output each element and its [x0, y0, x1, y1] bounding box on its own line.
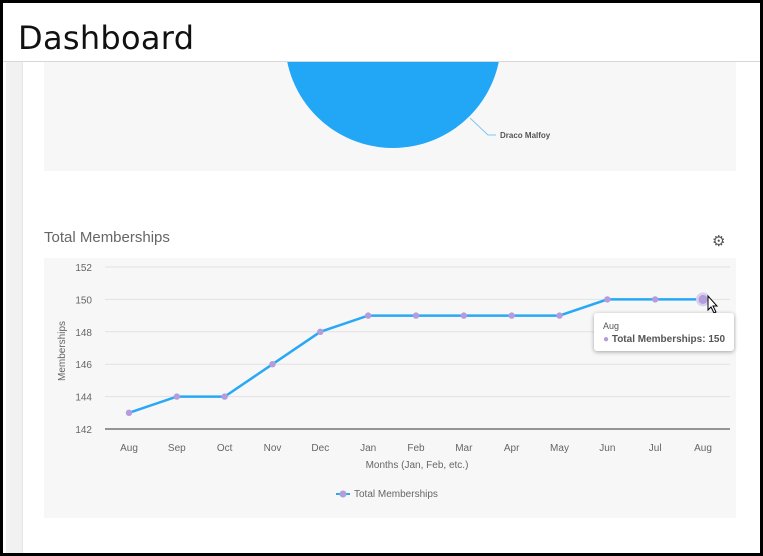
x-tick-label: Aug [694, 443, 712, 454]
data-point[interactable] [508, 312, 515, 319]
data-point[interactable] [460, 312, 468, 319]
x-tick-label: Sep [168, 443, 186, 454]
pie-leader-line [469, 117, 496, 136]
x-tick-label: Aug [120, 443, 138, 454]
x-tick-label: Jun [599, 443, 615, 454]
x-axis-label: Months (Jan, Feb, etc.) [366, 460, 469, 471]
data-point[interactable] [412, 312, 420, 319]
y-tick-label: 150 [75, 295, 92, 306]
y-tick-label: 142 [75, 425, 92, 436]
data-point[interactable] [269, 361, 276, 368]
data-point[interactable] [221, 393, 228, 400]
data-point[interactable] [364, 312, 372, 319]
data-point[interactable] [698, 294, 708, 304]
pie-label: Draco Malfoy [500, 131, 551, 140]
y-tick-label: 148 [75, 328, 92, 339]
data-point[interactable] [651, 296, 659, 303]
legend-label: Total Memberships [354, 489, 438, 500]
data-point[interactable] [556, 312, 563, 319]
legend-marker [339, 490, 347, 498]
sidebar-strip [6, 62, 23, 553]
app-window: Dashboard Draco Malfoy Total Memberships… [3, 3, 760, 553]
x-tick-label: Dec [311, 443, 329, 454]
data-point[interactable] [317, 328, 324, 335]
y-tick-label: 144 [75, 393, 92, 404]
y-tick-label: 152 [75, 263, 92, 274]
line-chart-card: 142 144 146 148 150 152 Aug Sep Oct Nov Dec Jan Feb… [44, 258, 736, 518]
x-tick-label: Oct [217, 443, 233, 454]
x-tick-label: May [550, 443, 569, 454]
pie-slice[interactable] [285, 43, 501, 148]
header: Dashboard [3, 3, 760, 62]
cursor-icon [707, 294, 719, 314]
tooltip: Aug ● Total Memberships: 150 [594, 313, 734, 351]
tooltip-value: ● Total Memberships: 150 [603, 334, 726, 345]
x-tick-label: Apr [504, 443, 520, 454]
x-tick-label: Feb [407, 443, 425, 454]
x-tick-label: Jul [649, 443, 662, 454]
pie-chart-card: Draco Malfoy [44, 43, 736, 171]
tooltip-category: Aug [603, 321, 620, 331]
legend[interactable]: Total Memberships [336, 489, 438, 500]
x-tick-label: Jan [360, 443, 376, 454]
data-point[interactable] [125, 409, 133, 416]
page-title: Dashboard [18, 19, 195, 57]
line-chart: 142 144 146 148 150 152 Aug Sep Oct Nov Dec Jan Feb… [57, 263, 730, 500]
data-point[interactable] [173, 393, 181, 400]
x-tick-label: Nov [264, 443, 282, 454]
gear-icon[interactable]: ⚙ [712, 233, 726, 250]
y-axis-label: Memberships [57, 321, 68, 381]
section-title: Total Memberships [44, 229, 170, 246]
data-point[interactable] [604, 296, 611, 303]
y-tick-label: 146 [75, 360, 92, 371]
tooltip-text: Total Memberships: 150 [611, 334, 726, 345]
x-tick-label: Mar [455, 443, 473, 454]
